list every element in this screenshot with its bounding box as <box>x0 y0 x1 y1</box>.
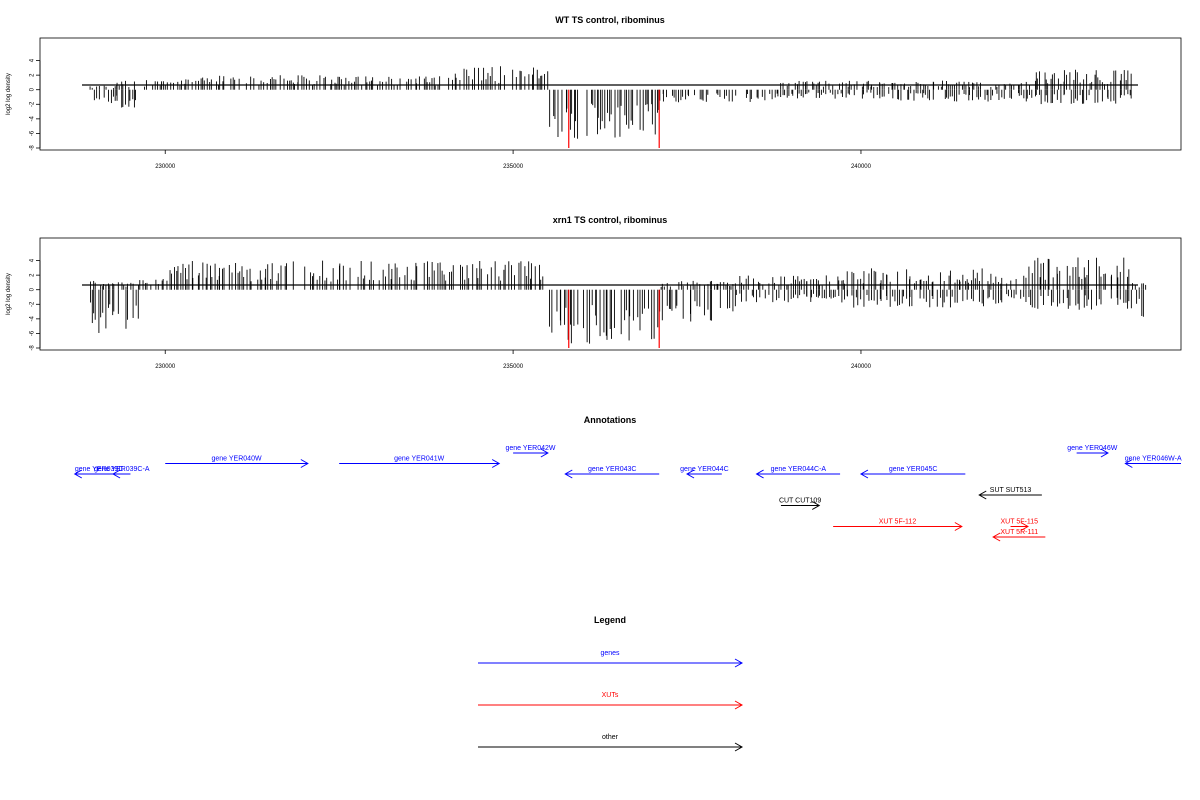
annotation-feature: gene YER045C <box>859 466 966 479</box>
legend-arrowhead <box>734 700 744 710</box>
legend-arrowhead <box>734 742 744 752</box>
feature-label: gene YER046W <box>1067 445 1117 452</box>
legend-arrowhead <box>734 658 744 668</box>
wt-panel-title: WT TS control, ribominus <box>555 15 665 25</box>
legend-panel: Legend genes XUTs other <box>478 615 744 752</box>
legend-label: other <box>602 734 619 741</box>
feature-arrowhead <box>73 469 83 479</box>
wt-density-bars <box>89 66 1132 139</box>
feature-arrowhead <box>300 459 309 468</box>
x-tick-label: 240000 <box>851 364 872 370</box>
y-tick-label: -6 <box>30 330 36 336</box>
annotation-feature: gene YER039C-A <box>94 466 150 479</box>
annotations-title: Annotations <box>584 415 637 425</box>
feature-arrowhead <box>755 469 764 479</box>
wt-y-axis: 4 2 0 -2 -4 -6 -8 <box>30 58 41 151</box>
y-tick-label: 2 <box>30 273 36 277</box>
x-tick-label: 230000 <box>155 364 176 370</box>
feature-label: gene YER039C <box>75 466 124 473</box>
y-tick-label: -2 <box>30 101 36 107</box>
legend-entries: genes XUTs other <box>478 650 744 752</box>
y-tick-label: -8 <box>30 145 36 151</box>
feature-arrowhead <box>859 469 869 479</box>
xrn1-density-panel: xrn1 TS control, ribominus log2 log dens… <box>6 215 1182 370</box>
legend-entry: XUTs <box>478 692 744 710</box>
feature-label: XUT 5F-112 <box>879 519 917 526</box>
annotation-feature: gene YER044C-A <box>755 466 841 479</box>
y-tick-label: 2 <box>30 73 36 77</box>
annotation-feature: CUT CUT109 <box>779 498 821 510</box>
annotation-feature: gene YER044C <box>680 466 729 479</box>
x-tick-label: 240000 <box>851 164 872 170</box>
xrn1-y-axis-label: log2 log density <box>6 273 12 315</box>
feature-arrowhead <box>978 490 987 500</box>
annotation-feature: gene YER042W <box>505 445 556 458</box>
annotation-feature: gene YER046W <box>1067 445 1118 458</box>
legend-entry: genes <box>478 650 744 668</box>
feature-label: SUT SUT513 <box>990 487 1032 494</box>
xrn1-highlight-bars <box>568 289 660 348</box>
feature-label: gene YER044C <box>680 466 729 473</box>
xrn1-x-axis: 230000 235000 240000 <box>155 350 872 370</box>
feature-label: CUT CUT109 <box>779 498 821 505</box>
wt-highlight-bars <box>568 89 660 148</box>
feature-label: gene YER039C-A <box>94 466 150 473</box>
feature-label: gene YER040W <box>212 456 262 463</box>
feature-arrowhead <box>1100 448 1109 458</box>
y-tick-label: 0 <box>30 287 36 291</box>
annotation-feature: XUT 5R-111 <box>992 529 1046 542</box>
x-tick-label: 235000 <box>503 364 524 370</box>
y-tick-label: -6 <box>30 130 36 136</box>
wt-y-axis-label: log2 log density <box>6 73 12 115</box>
feature-arrowhead <box>954 522 963 531</box>
wt-density-panel: WT TS control, ribominus log2 log densit… <box>6 15 1182 170</box>
x-tick-label: 235000 <box>503 164 524 170</box>
feature-arrowhead <box>1020 522 1029 531</box>
y-tick-label: -4 <box>30 316 36 322</box>
feature-arrowhead <box>686 469 695 479</box>
feature-label: gene YER043C <box>588 466 637 473</box>
y-tick-label: 0 <box>30 87 36 91</box>
feature-label: XUT 5R-111 <box>1000 529 1038 536</box>
feature-arrowhead <box>564 469 573 479</box>
legend-label: genes <box>600 650 620 657</box>
feature-label: gene YER042W <box>505 445 555 452</box>
annotation-feature: XUT 5F-112 <box>833 519 963 531</box>
annotation-feature: gene YER043C <box>564 466 660 479</box>
y-tick-label: 4 <box>30 58 36 62</box>
feature-arrowhead <box>992 532 1001 542</box>
wt-x-axis: 230000 235000 240000 <box>155 150 872 170</box>
y-tick-label: -8 <box>30 345 36 351</box>
annotation-feature: SUT SUT513 <box>978 487 1042 500</box>
y-tick-label: -4 <box>30 116 36 122</box>
feature-label: gene YER045C <box>889 466 938 473</box>
legend-label: XUTs <box>602 692 619 699</box>
legend-title: Legend <box>594 615 626 625</box>
xrn1-density-bars <box>90 257 1147 344</box>
feature-arrowhead <box>811 501 821 510</box>
feature-arrowhead <box>1124 459 1133 468</box>
y-tick-label: -2 <box>30 301 36 307</box>
feature-arrowhead <box>491 459 501 468</box>
legend-entry: other <box>478 734 744 752</box>
xrn1-panel-title: xrn1 TS control, ribominus <box>553 215 668 225</box>
annotation-feature: gene YER041W <box>339 456 501 468</box>
x-tick-label: 230000 <box>155 164 176 170</box>
annotation-feature: gene YER046W-A <box>1124 456 1182 468</box>
y-tick-label: 4 <box>30 258 36 262</box>
xrn1-y-axis: 4 2 0 -2 -4 -6 -8 <box>30 258 41 351</box>
feature-label: gene YER044C-A <box>771 466 827 473</box>
annotation-feature: XUT 5F-115 <box>1001 519 1039 531</box>
feature-label: XUT 5F-115 <box>1001 519 1039 526</box>
feature-arrowhead <box>540 448 549 458</box>
annotation-feature: gene YER040W <box>165 456 309 468</box>
feature-arrowhead <box>112 469 121 479</box>
feature-label: gene YER041W <box>394 456 444 463</box>
feature-label: gene YER046W-A <box>1125 456 1182 463</box>
